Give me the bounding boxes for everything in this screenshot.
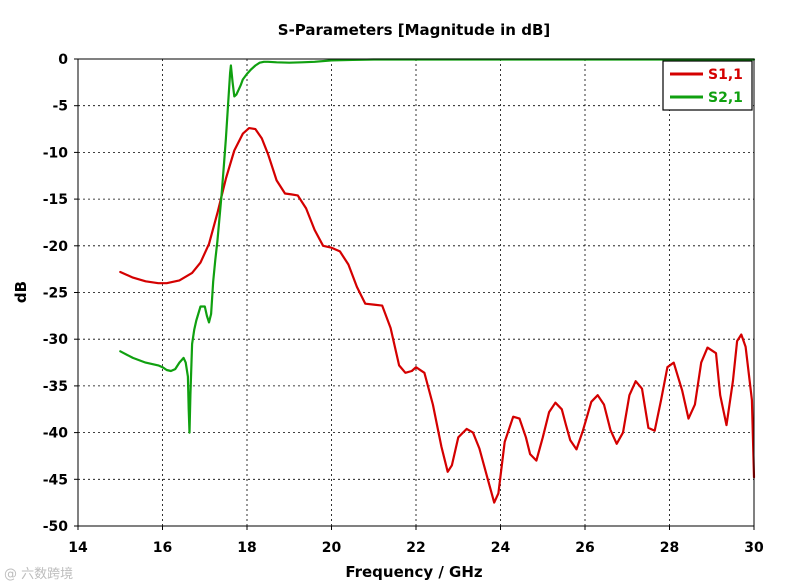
legend-label-s21: S2,1 — [708, 90, 743, 106]
x-axis-ticks: 14 16 18 20 22 24 26 28 30 — [68, 526, 764, 556]
y-tick-label: -15 — [43, 192, 68, 208]
x-tick-label: 30 — [744, 540, 764, 556]
y-tick-label: -45 — [43, 472, 68, 488]
x-tick-label: 14 — [68, 540, 88, 556]
series-lines — [119, 58, 756, 504]
x-tick-label: 28 — [660, 540, 679, 556]
s21-series-line — [119, 58, 756, 434]
plot-area — [77, 58, 756, 527]
legend-box — [662, 60, 753, 111]
legend: S1,1 S2,1 — [662, 60, 753, 111]
y-axis-ticks: 0 -5 -10 -15 -20 -25 -30 -35 -40 -45 -50 — [43, 52, 78, 535]
chart-title: S-Parameters [Magnitude in dB] — [278, 21, 550, 39]
x-tick-label: 22 — [406, 540, 425, 556]
y-tick-label: -25 — [43, 286, 68, 302]
x-tick-label: 16 — [153, 540, 172, 556]
plot-frame — [77, 58, 755, 527]
y-tick-label: -40 — [43, 426, 69, 442]
s11-series-line — [119, 127, 756, 504]
x-axis-label: Frequency / GHz — [345, 563, 483, 581]
watermark: @ 六数跨境 — [4, 567, 74, 582]
y-tick-label: -20 — [43, 239, 69, 255]
x-tick-label: 20 — [322, 540, 342, 556]
legend-label-s11: S1,1 — [708, 67, 743, 83]
x-tick-label: 26 — [575, 540, 594, 556]
y-tick-label: -5 — [52, 99, 68, 115]
y-tick-label: -10 — [43, 145, 69, 161]
y-axis-label: dB — [12, 281, 30, 303]
x-tick-label: 18 — [237, 540, 256, 556]
y-tick-label: -30 — [43, 332, 69, 348]
x-tick-label: 24 — [491, 540, 511, 556]
y-tick-label: -50 — [43, 519, 69, 535]
y-tick-label: -35 — [43, 379, 68, 395]
y-tick-label: 0 — [58, 52, 68, 68]
